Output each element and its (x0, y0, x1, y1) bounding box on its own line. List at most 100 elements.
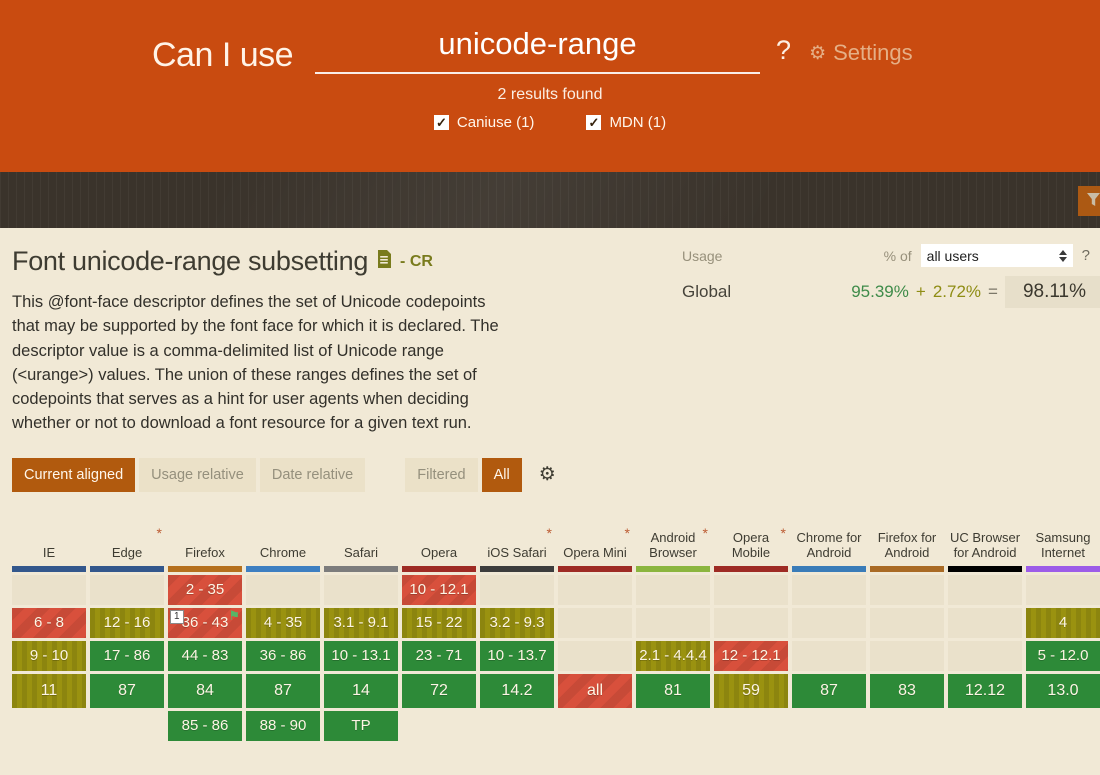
support-cell-firefox-row5[interactable]: 85 - 86 (168, 710, 242, 741)
usage-source-select[interactable]: all users (920, 244, 1073, 267)
filter-button[interactable] (1078, 186, 1100, 216)
table-settings-gear-icon[interactable]: ⚙ (538, 464, 556, 485)
browser-name: Opera Mini * (563, 524, 630, 560)
browser-column-firefox-for-android: Firefox for Android 83 (870, 500, 944, 741)
support-cell-firefox-row2[interactable]: 1 ⚑ 36 - 43 (168, 607, 242, 638)
brand-color-bar (792, 565, 866, 572)
usage-relative-button[interactable]: Usage relative (139, 457, 256, 492)
usage-controls: % of all users ? (884, 244, 1090, 267)
support-cell-opera-row1[interactable]: 10 - 12.1 (402, 574, 476, 605)
version-range: 83 (898, 681, 916, 699)
support-cell-samsung-internet-row2[interactable]: 4 (1026, 607, 1100, 638)
support-cell-ie-row5 (12, 711, 86, 741)
usage-region-label: Global (682, 282, 732, 301)
view-toolbar: Current aligned Usage relative Date relati… (12, 457, 1100, 492)
filter-checkbox-caniuse-1-[interactable]: ✓ Caniuse (1) (433, 114, 534, 131)
browser-name: UC Browser for Android (949, 529, 1021, 560)
support-cell-ios-safari-row3[interactable]: 10 - 13.7 (480, 640, 554, 671)
brand-color-bar (1026, 565, 1100, 572)
date-relative-button[interactable]: Date relative (259, 457, 366, 492)
support-cell-edge-row5 (90, 711, 164, 741)
support-cell-opera-row2[interactable]: 15 - 22 (402, 607, 476, 638)
filter-checkbox-mdn-1-[interactable]: ✓ MDN (1) (586, 114, 666, 131)
main-content: Font unicode-range subsetting - CR Usage… (0, 228, 1100, 741)
all-button[interactable]: All (481, 457, 522, 492)
support-cell-opera-mini-row4[interactable]: all (558, 673, 632, 708)
support-cell-ie-row2[interactable]: 6 - 8 (12, 607, 86, 638)
support-cell-firefox-row1[interactable]: 2 - 35 (168, 574, 242, 605)
support-cell-uc-browser-for-android-row4[interactable]: 12.12 (948, 673, 1022, 708)
support-cell-samsung-internet-row3[interactable]: 5 - 12.0 (1026, 640, 1100, 671)
support-cell-android-browser-row1 (636, 574, 710, 605)
support-cell-chrome-row5[interactable]: 88 - 90 (246, 710, 320, 741)
support-cell-safari-row4[interactable]: 14 (324, 673, 398, 708)
browser-column-ie: IE 6 - 8 9 - 10 11 (12, 500, 86, 741)
version-range: 81 (664, 681, 682, 699)
support-cell-edge-row2[interactable]: 12 - 16 (90, 607, 164, 638)
support-cell-safari-row5[interactable]: TP (324, 710, 398, 741)
support-cell-opera-mobile-row4[interactable]: 59 (714, 673, 788, 708)
brand-color-bar (90, 565, 164, 572)
support-cell-opera-row3[interactable]: 23 - 71 (402, 640, 476, 671)
browser-column-firefox: Firefox 2 - 35 1 ⚑ 36 - 43 44 - 83 84 85 - 86 (168, 500, 242, 741)
version-range: 85 - 86 (181, 717, 229, 734)
support-cell-chrome-for-android-row3 (792, 640, 866, 671)
browser-column-chrome: Chrome 4 - 35 36 - 86 87 88 - 90 (246, 500, 320, 741)
current-aligned-button[interactable]: Current aligned (12, 457, 136, 492)
support-cell-ie-row3[interactable]: 9 - 10 (12, 640, 86, 671)
support-cell-android-browser-row3[interactable]: 2.1 - 4.4.4 (636, 640, 710, 671)
support-cell-chrome-for-android-row4[interactable]: 87 (792, 673, 866, 708)
support-cell-firefox-row4[interactable]: 84 (168, 673, 242, 708)
version-range: 36 - 43 (181, 614, 229, 631)
support-cell-android-browser-row4[interactable]: 81 (636, 673, 710, 708)
support-cell-ios-safari-row4[interactable]: 14.2 (480, 673, 554, 708)
funnel-icon (1086, 192, 1100, 210)
browser-name: Opera (420, 544, 458, 560)
support-cell-chrome-row4[interactable]: 87 (246, 673, 320, 708)
support-cell-firefox-row3[interactable]: 44 - 83 (168, 640, 242, 671)
footnote-asterisk: * (156, 524, 162, 541)
support-cell-edge-row3[interactable]: 17 - 86 (90, 640, 164, 671)
support-cell-firefox-for-android-row2 (870, 607, 944, 638)
support-cell-safari-row3[interactable]: 10 - 13.1 (324, 640, 398, 671)
browser-name: Android Browser * (649, 524, 708, 560)
support-cell-safari-row2[interactable]: 3.1 - 9.1 (324, 607, 398, 638)
support-cell-chrome-row3[interactable]: 36 - 86 (246, 640, 320, 671)
usage-equals-sign: = (988, 282, 998, 301)
support-cell-edge-row4[interactable]: 87 (90, 673, 164, 708)
settings-link[interactable]: ⚙ Settings (809, 40, 913, 74)
support-cell-samsung-internet-row4[interactable]: 13.0 (1026, 673, 1100, 708)
select-arrows-icon (1058, 249, 1067, 262)
usage-help-link[interactable]: ? (1081, 247, 1090, 264)
support-cell-ie-row4[interactable]: 11 (12, 673, 86, 708)
brand-color-bar (636, 565, 710, 572)
version-range: 87 (118, 681, 136, 699)
support-cell-opera-mobile-row2 (714, 607, 788, 638)
site-title[interactable]: Can I use (152, 35, 294, 74)
browser-column-safari: Safari 3.1 - 9.1 10 - 13.1 14 TP (324, 500, 398, 741)
filter-label: MDN (1) (609, 114, 667, 131)
support-cell-uc-browser-for-android-row3 (948, 640, 1022, 671)
spec-status-badge[interactable]: - CR (400, 252, 433, 270)
decorative-band (0, 172, 1100, 228)
support-cell-firefox-for-android-row4[interactable]: 83 (870, 673, 944, 708)
note-badge[interactable]: 1 (170, 609, 184, 624)
filtered-button[interactable]: Filtered (405, 457, 478, 492)
version-range: 10 - 13.1 (331, 647, 391, 664)
header-main-row: Can I use ? ⚙ Settings (0, 0, 1100, 74)
support-cell-safari-row1 (324, 574, 398, 605)
version-range: 12.12 (964, 681, 1006, 699)
support-cell-opera-mobile-row3[interactable]: 12 - 12.1 (714, 640, 788, 671)
browser-column-edge: Edge * 12 - 16 17 - 86 87 (90, 500, 164, 741)
support-cell-firefox-for-android-row5 (870, 711, 944, 741)
brand-color-bar (948, 565, 1022, 572)
support-cell-opera-row4[interactable]: 72 (402, 673, 476, 708)
help-link[interactable]: ? (776, 35, 792, 65)
support-cell-chrome-row2[interactable]: 4 - 35 (246, 607, 320, 638)
search-input[interactable] (315, 26, 761, 74)
settings-label: Settings (833, 40, 913, 65)
support-cell-chrome-for-android-row1 (792, 574, 866, 605)
spec-document-icon[interactable] (377, 250, 392, 273)
version-range: 14 (352, 681, 370, 699)
support-cell-ios-safari-row2[interactable]: 3.2 - 9.3 (480, 607, 554, 638)
